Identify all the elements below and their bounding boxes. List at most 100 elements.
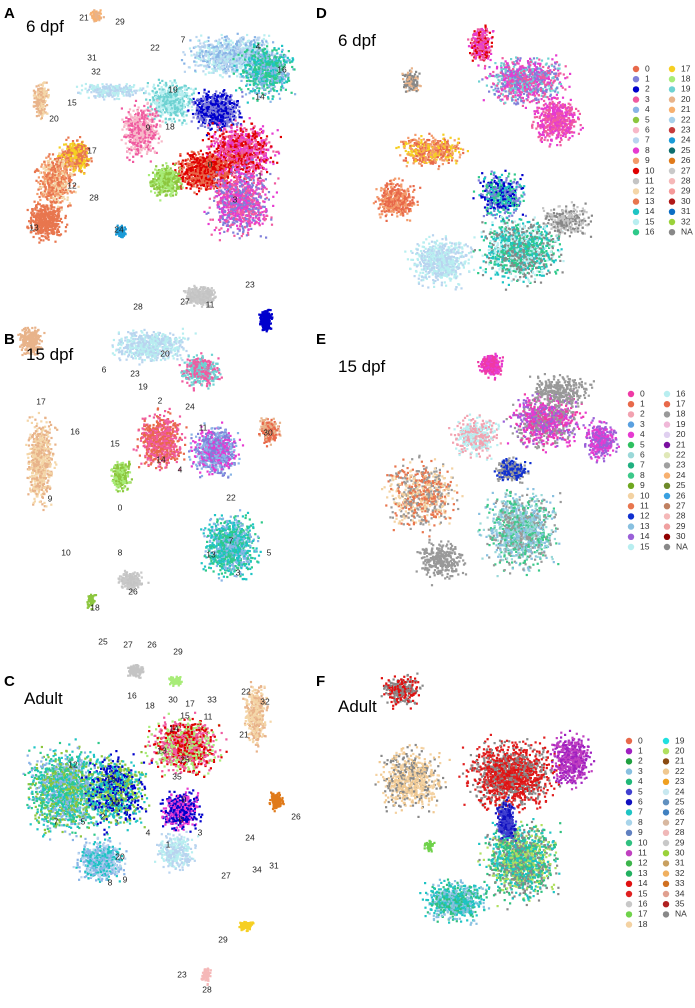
cluster-label: 18 (145, 700, 155, 710)
panel-c-cluster-points (22, 738, 112, 842)
cluster-label: 23 (245, 279, 255, 289)
legend-d-entry: 29 (681, 186, 691, 196)
legend-f-entry: 23 (675, 776, 685, 786)
cluster-label: 15 (67, 97, 77, 107)
legends: 0123456789101112131415161718192021222324… (625, 63, 693, 929)
cluster-label: 13 (206, 549, 216, 559)
cluster-label: 2 (158, 395, 163, 405)
legend-e-entry: 6 (640, 449, 645, 459)
panel-b-cluster-points (25, 411, 59, 512)
cluster-label: 3 (233, 194, 238, 204)
legend-e-entry: 21 (676, 439, 686, 449)
panel-c-cluster-points (72, 836, 128, 883)
legend-f-entry: 18 (638, 919, 648, 929)
cluster-label: 16 (277, 64, 287, 74)
panel-c-cluster-points (80, 750, 153, 836)
legend-swatch (627, 401, 635, 408)
legend-swatch (662, 839, 670, 847)
legend-d-entry: 4 (645, 104, 650, 114)
legend-e-entry: 5 (640, 439, 645, 449)
cluster-label: 9 (146, 122, 151, 132)
legend-e-entry: 22 (676, 449, 686, 459)
legend-swatch (627, 431, 635, 438)
cluster-label: 26 (128, 586, 138, 596)
cluster-label: 17 (36, 396, 46, 406)
legend-swatch (663, 513, 671, 520)
legend-f-entry: 15 (638, 888, 648, 898)
legend-swatch (625, 921, 633, 928)
cluster-label: 1 (166, 839, 171, 849)
panel-d-cluster-points (401, 67, 422, 93)
legend-swatch (662, 758, 670, 765)
legend-swatch (625, 809, 633, 816)
cluster-label: 28 (202, 984, 212, 994)
legend-swatch (625, 768, 633, 775)
legend-swatch (662, 870, 670, 877)
legend-swatch (662, 748, 670, 755)
legend-swatch (627, 390, 635, 398)
legend-e-entry: 24 (676, 470, 686, 480)
legend-swatch (662, 809, 670, 816)
legend-e-entry: NA (676, 541, 688, 551)
legend-d-entry: 31 (681, 206, 691, 216)
panel-a-cluster-points (32, 81, 50, 121)
cluster-label: 19 (138, 381, 148, 391)
cluster-label: 20 (160, 348, 170, 358)
legend-e-entry: 14 (640, 531, 650, 541)
legend-swatch (668, 86, 676, 93)
panel-e-cluster-points (502, 390, 587, 454)
legend-swatch (632, 127, 640, 134)
panel-d-cluster-points (478, 54, 572, 109)
panel-f-cluster-points (549, 729, 596, 791)
panel-d-cluster-points (395, 132, 469, 171)
legend-swatch (625, 748, 633, 755)
cluster-label: 7 (181, 34, 186, 44)
panel-c-cluster-points (200, 967, 212, 987)
legend-e-entry: 11 (640, 500, 649, 510)
legend-swatch (663, 441, 671, 449)
legend-f-entry: 7 (638, 807, 643, 817)
cluster-label: 14 (156, 454, 166, 464)
legend-f-entry: 2 (638, 756, 643, 766)
cluster-label: 7 (54, 816, 59, 826)
panel-a-cluster-points (26, 200, 70, 244)
legend-swatch (632, 178, 640, 185)
cluster-label: 12 (67, 180, 77, 190)
panel-a-cluster-points (33, 148, 80, 211)
legend-swatch (627, 441, 635, 449)
legend-swatch (627, 513, 635, 520)
panel-d-cluster-points (472, 169, 527, 225)
cluster-label: 4 (256, 41, 261, 51)
legend-swatch (663, 431, 671, 438)
legend-swatch (625, 829, 633, 836)
legend-f-entry: 20 (675, 745, 685, 755)
cluster-label: 21 (239, 729, 249, 739)
legend-swatch (625, 819, 633, 826)
legend-f-entry: 17 (638, 909, 648, 919)
panel-f-cluster-points (374, 743, 451, 818)
legend-f-entry: 4 (638, 776, 643, 786)
cluster-label: 28 (133, 301, 143, 311)
legend-swatch (668, 106, 676, 114)
cluster-label: 10 (61, 547, 71, 557)
cluster-label: 18 (165, 121, 175, 131)
legend-e-entry: 4 (640, 429, 645, 439)
legend-swatch (663, 421, 671, 428)
legend-swatch (668, 137, 676, 144)
legend-d-entry: 16 (645, 226, 655, 236)
legend-e-entry: 28 (676, 511, 686, 521)
panel-e-cluster-points (477, 487, 562, 578)
panel-b-cluster-points (111, 327, 197, 366)
cluster-label: 3 (236, 567, 241, 577)
cluster-label: 32 (260, 696, 270, 706)
legend-swatch (668, 116, 676, 124)
legend-e-entry: 25 (676, 480, 686, 490)
legend-swatch (663, 462, 671, 469)
legend-d-entry: 21 (681, 104, 691, 114)
legend-e-entry: 17 (676, 398, 686, 408)
panel-a-cluster-points (75, 82, 150, 101)
legend-d-entry: 32 (681, 216, 691, 226)
panel-a-cluster-points (143, 78, 197, 126)
legend-f-entry: 11 (638, 847, 647, 857)
